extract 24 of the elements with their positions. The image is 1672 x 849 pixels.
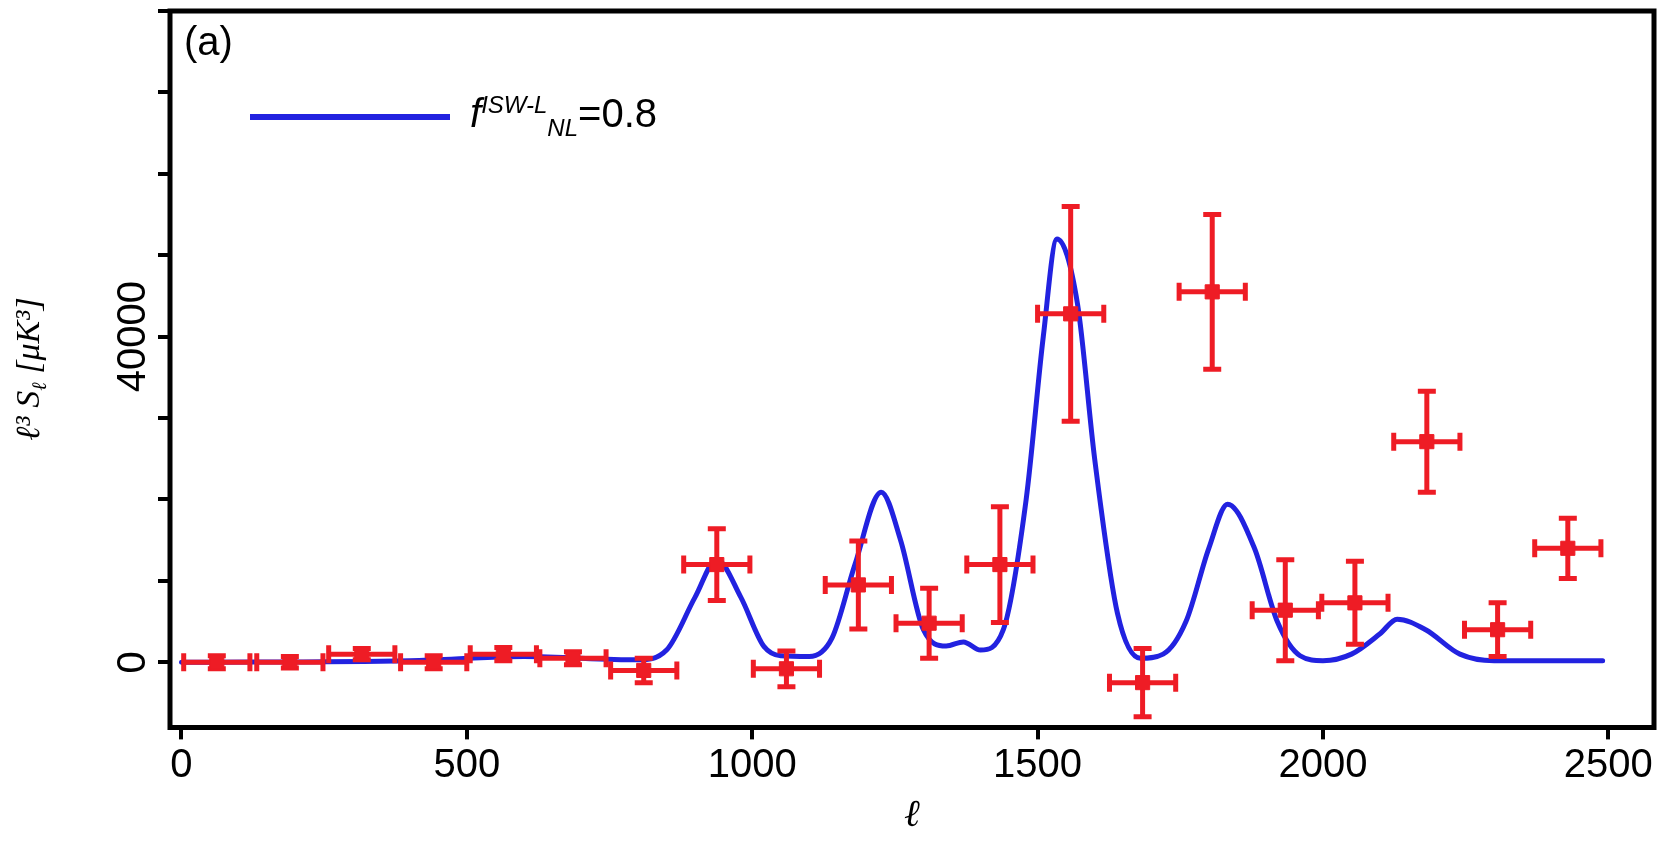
annotation: (a): [184, 19, 233, 64]
point: [1419, 434, 1435, 450]
point: [1560, 540, 1576, 556]
point: [709, 557, 725, 573]
point: [921, 615, 937, 631]
x-tick-label: 2000: [1278, 741, 1368, 786]
x-tick-label: 500: [433, 741, 501, 786]
x-axis-title: ℓ: [904, 792, 921, 835]
point: [778, 661, 794, 677]
legend-label: f$^{ISW-L}$$_{NL}$=0.8: [470, 91, 658, 143]
point: [850, 577, 866, 593]
point: [1490, 622, 1506, 638]
x-tick-label: 0: [170, 741, 193, 786]
y-tick-label: 40000: [109, 281, 154, 393]
point: [1135, 675, 1151, 691]
point: [992, 557, 1008, 573]
point: [1347, 595, 1363, 611]
point: [636, 662, 652, 678]
x-tick-label: 2500: [1563, 741, 1653, 786]
point: [1063, 306, 1079, 322]
point: [1277, 602, 1293, 618]
x-tick-label: 1000: [707, 741, 797, 786]
x-tick-label: 1500: [993, 741, 1083, 786]
point: [1204, 284, 1220, 300]
